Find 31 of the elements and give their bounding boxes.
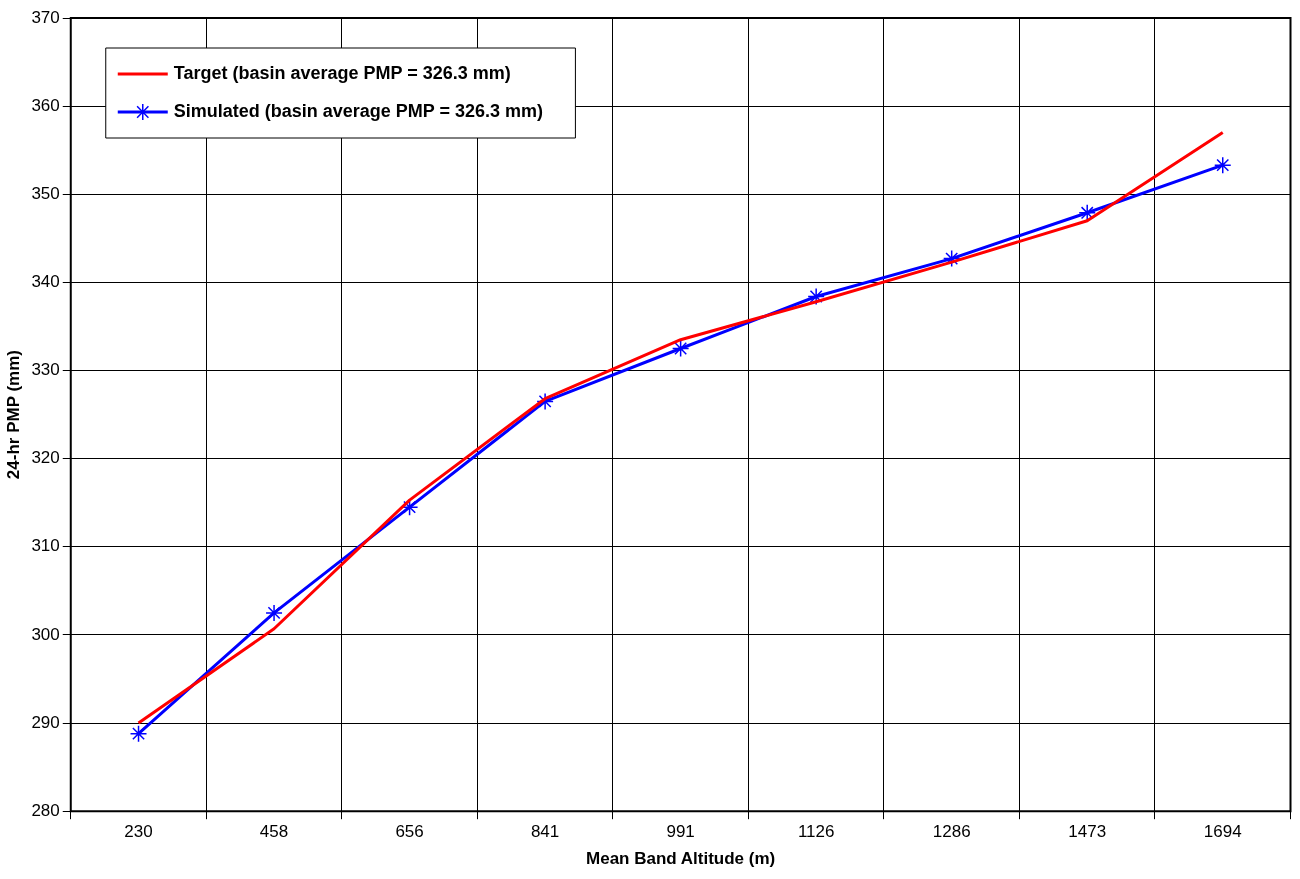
y-tick-label: 320 (31, 448, 60, 468)
x-axis-title: Mean Band Altitude (m) (586, 849, 776, 869)
legend-label: Simulated (basin average PMP = 326.3 mm) (173, 100, 544, 121)
y-axis-title: 24-hr PMP (mm) (3, 350, 23, 480)
x-tick-label: 1126 (797, 822, 835, 842)
point (671, 339, 690, 358)
x-tick-label: 1286 (932, 822, 971, 842)
y-tick-label: 330 (31, 360, 60, 380)
legend-label: Target (basin average PMP = 326.3 mm) (173, 62, 511, 83)
point (1213, 156, 1232, 174)
point (129, 724, 148, 743)
x-tick-label: 1694 (1203, 822, 1242, 842)
x-tick-label: 458 (259, 822, 289, 842)
point (536, 392, 554, 411)
x-tick-label: 991 (666, 822, 695, 842)
point (1078, 204, 1096, 222)
y-tick-label: 370 (31, 7, 60, 27)
y-tick-label: 360 (31, 95, 60, 115)
x-tick-label: 1473 (1068, 822, 1107, 842)
x-tick-label: 230 (124, 822, 153, 842)
point (942, 249, 961, 268)
point (265, 604, 283, 622)
y-tick-label: 350 (31, 183, 60, 203)
x-tick-label: 841 (530, 822, 560, 842)
y-tick-label: 310 (31, 536, 60, 556)
point (807, 287, 825, 306)
y-tick-label: 280 (31, 800, 60, 820)
y-tick-label: 290 (31, 712, 60, 732)
y-tick-label: 300 (31, 624, 60, 644)
y-tick-label: 340 (31, 272, 60, 292)
x-tick-label: 656 (395, 822, 424, 842)
